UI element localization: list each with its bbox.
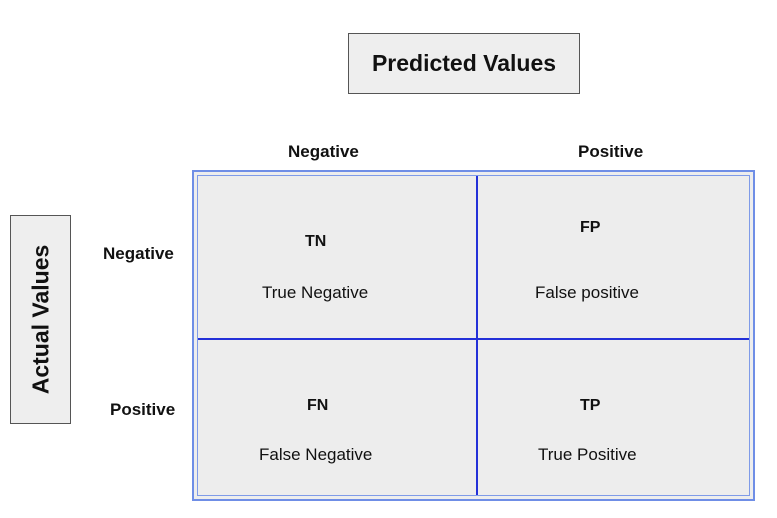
confusion-matrix-grid	[192, 170, 755, 501]
cell-fn-abbreviation: FN	[307, 397, 329, 414]
cell-tn-description: True Negative	[262, 283, 369, 302]
predicted-values-text: Predicted Values	[371, 50, 557, 76]
row-header-negative: Negative	[103, 244, 174, 263]
cell-fp-abbreviation: FP	[580, 219, 601, 236]
column-header-positive: Positive	[578, 142, 644, 161]
confusion-matrix-inner-border	[197, 175, 750, 496]
row-header-positive: Positive	[110, 400, 176, 419]
predicted-values-label: Predicted Values	[348, 33, 580, 94]
cell-tp-abbreviation: TP	[580, 397, 601, 414]
cell-tn-abbreviation: TN	[305, 233, 327, 250]
cell-fn-description: False Negative	[259, 445, 373, 464]
horizontal-divider	[198, 338, 749, 340]
vertical-divider	[476, 176, 478, 495]
column-header-negative: Negative	[288, 142, 359, 161]
cell-fp-description: False positive	[535, 283, 639, 302]
actual-values-text: Actual Values	[27, 244, 54, 395]
cell-tp-description: True Positive	[538, 445, 637, 464]
actual-values-label: Actual Values	[10, 215, 71, 424]
